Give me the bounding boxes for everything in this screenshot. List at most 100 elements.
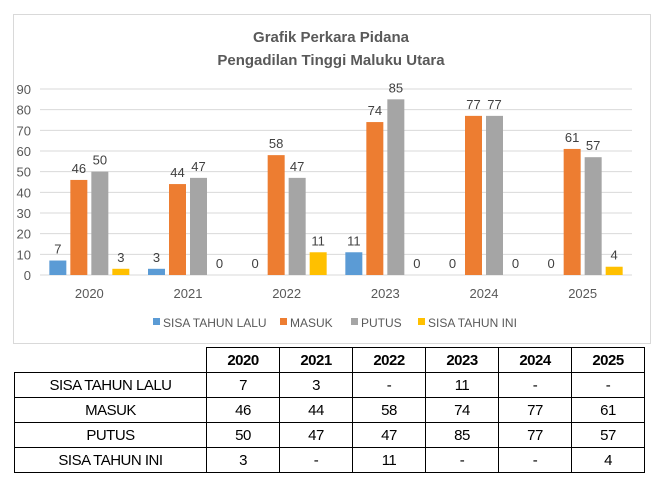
row-label: MASUK xyxy=(14,397,207,423)
table-header-row: 2020 2021 2022 2023 2024 2025 xyxy=(14,347,645,373)
bar xyxy=(267,155,285,275)
row-label: PUTUS xyxy=(14,422,207,448)
table-cell: 3 xyxy=(206,447,280,473)
bar xyxy=(465,115,482,275)
table-header: 2025 xyxy=(571,347,645,373)
data-label: 3 xyxy=(117,250,124,265)
row-label: SISA TAHUN INI xyxy=(14,447,207,473)
y-tick-label: 20 xyxy=(17,227,31,242)
table-cell: 47 xyxy=(352,422,426,448)
table-header: 2020 xyxy=(206,347,280,373)
table-cell: 44 xyxy=(279,397,353,423)
chart-title-line-1: Grafik Perkara Pidana xyxy=(253,29,410,46)
table-corner xyxy=(14,347,207,373)
data-label: 0 xyxy=(252,256,259,271)
x-tick-label: 2024 xyxy=(470,286,499,301)
bar-chart: Grafik Perkara Pidana Pengadilan Tinggi … xyxy=(17,29,632,330)
table-cell: - xyxy=(425,447,499,473)
table-cell: 61 xyxy=(571,397,645,423)
table-row: SISA TAHUN LALU 7 3-11- - xyxy=(14,372,645,398)
table-cell: 50 xyxy=(206,422,280,448)
data-label: 3 xyxy=(153,250,160,265)
table-cell: 74 xyxy=(425,397,499,423)
data-label: 57 xyxy=(586,138,600,153)
legend-swatch xyxy=(418,318,425,325)
data-label: 47 xyxy=(290,159,304,174)
chart-title-line-2: Pengadilan Tinggi Maluku Utara xyxy=(217,52,445,69)
table-cell: 3 xyxy=(279,372,353,398)
data-label: 58 xyxy=(269,136,283,151)
data-label: 46 xyxy=(72,161,86,176)
table-cell: 58 xyxy=(352,397,426,423)
legend-label: SISA TAHUN INI xyxy=(428,316,517,330)
bar xyxy=(91,171,109,275)
data-label: 7 xyxy=(54,242,61,257)
legend-swatch xyxy=(153,318,160,325)
bar xyxy=(309,252,327,275)
legend-label: SISA TAHUN LALU xyxy=(163,316,267,330)
table-cell: 4 xyxy=(571,447,645,473)
data-label: 11 xyxy=(311,233,325,248)
y-tick-label: 30 xyxy=(17,206,31,221)
legend-swatch xyxy=(280,318,287,325)
table-cell: 85 xyxy=(425,422,499,448)
y-tick-label: 40 xyxy=(17,185,31,200)
bar xyxy=(345,252,363,275)
bar xyxy=(486,115,503,275)
table-cell: 7 xyxy=(206,372,280,398)
x-tick-label: 2021 xyxy=(174,286,203,301)
data-label: 74 xyxy=(368,103,382,118)
data-table: 2020 2021 2022 2023 2024 2025 SISA TAHUN… xyxy=(14,347,645,473)
data-label: 0 xyxy=(548,256,555,271)
y-tick-label: 80 xyxy=(17,103,31,118)
table-cell: - xyxy=(279,447,353,473)
data-label: 50 xyxy=(93,153,107,168)
table-cell: 11 xyxy=(425,372,499,398)
bar xyxy=(169,184,186,275)
table-header: 2021 xyxy=(279,347,353,373)
y-tick-label: 50 xyxy=(17,165,31,180)
row-label: SISA TAHUN LALU xyxy=(14,372,207,398)
data-label: 61 xyxy=(565,130,579,145)
bar xyxy=(288,177,306,275)
data-label: 0 xyxy=(512,256,519,271)
bar xyxy=(112,268,130,275)
bar xyxy=(584,157,602,275)
table-header: 2024 xyxy=(498,347,572,373)
table-row: SISA TAHUN INI 3-11- -4 xyxy=(14,447,645,473)
data-label: 77 xyxy=(487,97,501,112)
bar xyxy=(190,177,207,275)
data-label: 0 xyxy=(449,256,456,271)
table-row: PUTUS 50 47 47 85 77 57 xyxy=(14,422,645,448)
data-label: 47 xyxy=(191,159,205,174)
bar xyxy=(387,99,405,275)
data-label: 4 xyxy=(611,248,618,263)
x-tick-label: 2022 xyxy=(272,286,301,301)
data-label: 85 xyxy=(389,80,403,95)
table-cell: - xyxy=(571,372,645,398)
x-tick-label: 2023 xyxy=(371,286,400,301)
data-label: 11 xyxy=(347,233,361,248)
data-label: 0 xyxy=(216,256,223,271)
bar xyxy=(366,122,384,275)
chart-frame xyxy=(13,14,651,344)
table-cell: - xyxy=(498,447,572,473)
bar xyxy=(563,148,581,275)
table-cell: 11 xyxy=(352,447,426,473)
y-tick-label: 70 xyxy=(17,123,31,138)
bar xyxy=(49,260,67,275)
table-header: 2022 xyxy=(352,347,426,373)
y-tick-label: 10 xyxy=(17,247,31,262)
table-cell: 57 xyxy=(571,422,645,448)
data-label: 0 xyxy=(413,256,420,271)
table-cell: - xyxy=(498,372,572,398)
legend-swatch xyxy=(351,318,358,325)
table-cell: 46 xyxy=(206,397,280,423)
legend-label: MASUK xyxy=(290,316,333,330)
table-row: MASUK 46 44 58 74 77 61 xyxy=(14,397,645,423)
x-tick-label: 2020 xyxy=(75,286,104,301)
legend-label: PUTUS xyxy=(361,316,402,330)
table-cell: 47 xyxy=(279,422,353,448)
table-cell: 77 xyxy=(498,422,572,448)
data-label: 77 xyxy=(466,97,480,112)
